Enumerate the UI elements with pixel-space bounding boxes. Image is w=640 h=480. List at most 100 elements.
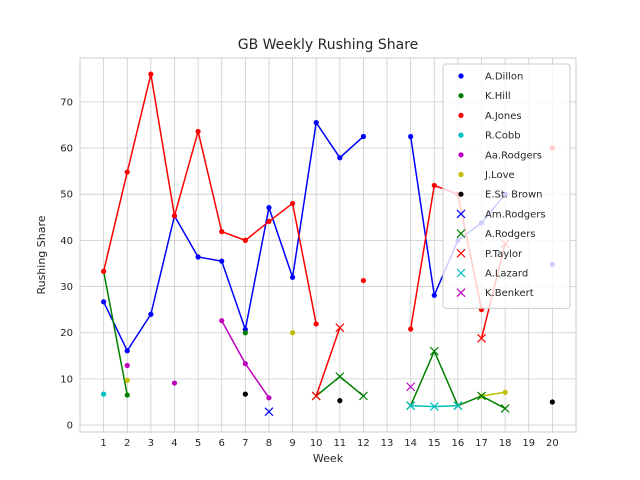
data-point [124,377,130,383]
data-point [408,326,414,332]
x-tick-label: 8 [266,438,272,449]
data-point [335,323,345,333]
legend-label: E.St. Brown [485,190,543,201]
data-point [429,402,439,412]
series-10 [406,401,463,412]
data-point [242,391,248,397]
legend-marker [456,248,466,258]
data-point [124,348,130,354]
legend-label: K.Hill [485,91,511,102]
legend: A.Dillon K.Hill A.Jones R.Cobb Aa.Rodgers J.L… [442,63,571,309]
legend-marker [456,268,466,278]
chart-title: GB Weekly Rushing Share [238,37,419,53]
data-point [242,361,248,367]
x-tick-label: 2 [124,438,130,449]
series-line [315,327,341,397]
y-tick-label: 10 [60,374,73,385]
legend-label: Am.Rodgers [485,209,546,220]
data-point [549,399,555,405]
data-point [313,321,319,327]
y-tick-label: 50 [60,190,73,201]
series-3 [101,391,107,397]
data-point [264,407,274,417]
legend-marker [458,93,464,99]
series-line [481,391,506,397]
legend-marker [456,209,466,219]
data-point [477,391,486,401]
x-tick-label: 13 [381,438,394,449]
data-point [124,169,130,175]
x-tick-label: 14 [404,438,417,449]
legend-label: A.Lazard [485,269,528,280]
x-tick-label: 7 [242,438,248,449]
data-point [148,311,154,317]
data-point [219,258,225,264]
x-tick-label: 4 [171,438,177,449]
legend-marker [456,288,466,298]
legend-marker [458,73,464,79]
data-point [124,392,130,398]
legend-box [442,63,571,309]
data-point [266,395,272,401]
x-tick-label: 16 [452,438,465,449]
series-line [102,120,364,353]
legend-marker [458,191,464,197]
axes-frame [79,57,577,433]
series-4 [124,318,272,401]
data-point [337,155,343,161]
data-point [242,237,248,243]
x-tick-label: 11 [333,438,346,449]
y-axis-label: Rushing Share [35,215,48,294]
data-point [477,333,486,343]
data-point [360,277,367,284]
x-tick-label: 15 [428,438,441,449]
y-tick-label: 30 [60,282,73,293]
x-tick-label: 9 [289,438,295,449]
legend-marker [458,171,464,178]
x-tick-label: 6 [219,438,225,449]
y-tick-label: 70 [60,97,73,108]
data-point [101,299,107,305]
data-point [266,205,272,211]
data-point [359,391,368,401]
data-point [453,401,463,411]
data-point [148,71,154,77]
legend-label: P.Taylor [485,249,523,260]
data-point [311,391,321,401]
x-tick-label: 5 [195,438,201,449]
x-tick-label: 12 [357,438,370,449]
legend-marker [458,152,464,158]
data-point [431,292,437,298]
legend-label: J.Love [484,170,515,181]
data-point [289,274,296,280]
data-point [335,372,345,382]
data-point [124,362,130,369]
x-tick-label: 18 [499,438,512,449]
legend-marker [458,112,464,118]
data-point [502,389,508,395]
legend-marker [456,229,466,239]
legend-label: A.Dillon [485,72,523,83]
series-6 [242,391,555,405]
y-tick-label: 40 [60,236,73,247]
data-point [408,133,414,140]
data-point [313,120,319,126]
series-line [102,73,317,325]
x-axis-label: Week [313,452,344,465]
data-point [406,401,416,411]
data-point [219,318,225,324]
x-tick-label: 10 [310,438,323,449]
legend-marker [458,132,464,138]
legend-label: K.Benkert [485,288,534,299]
data-point [360,133,367,140]
series-11 [406,382,416,392]
data-point [266,218,272,225]
y-tick-label: 60 [60,144,73,155]
data-point [289,330,296,336]
series-7 [264,407,274,417]
data-point [171,213,178,219]
x-tick-label: 3 [148,438,154,449]
data-point [101,391,107,397]
y-tick-label: 20 [60,328,73,339]
